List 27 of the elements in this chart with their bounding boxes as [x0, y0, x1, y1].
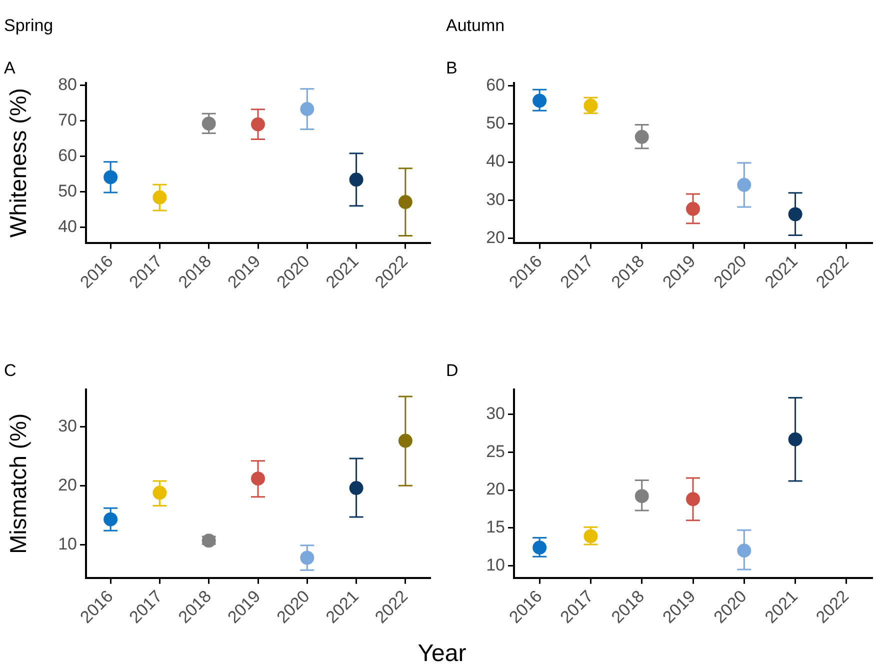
- y-tick-label: 60: [486, 76, 505, 95]
- y-tick-label: 25: [486, 442, 505, 461]
- chart-title: Spring: [4, 16, 54, 35]
- y-tick-label: 50: [58, 181, 77, 200]
- y-tick-label: 80: [58, 74, 77, 94]
- y-tick-label: 20: [486, 480, 505, 499]
- y-tick-label: 30: [486, 190, 505, 209]
- y-tick-label: 20: [58, 475, 77, 494]
- chart-subtitle: B: [446, 58, 458, 78]
- y-tick-label: 30: [486, 404, 505, 424]
- y-tick-label: 40: [486, 152, 505, 171]
- chart-title: Autumn: [446, 16, 505, 35]
- y-tick-label: 10: [486, 555, 505, 574]
- chart-title: D: [446, 360, 458, 380]
- y-tick-label: 20: [486, 228, 505, 247]
- y-tick-label: 50: [486, 114, 505, 133]
- chart-subtitle: A: [4, 58, 16, 78]
- y-tick-label: 15: [486, 518, 505, 537]
- y-tick-label: 30: [58, 416, 77, 436]
- y-axis-title: Whiteness (%): [5, 88, 32, 238]
- x-axis-title: Year: [416, 640, 468, 668]
- y-axis-title: Mismatch (%): [5, 413, 32, 554]
- chart-title: C: [4, 360, 16, 380]
- y-tick-label: 10: [58, 534, 77, 554]
- y-tick-label: 60: [58, 146, 77, 165]
- y-tick-label: 70: [58, 110, 77, 130]
- y-tick-label: 40: [58, 216, 77, 236]
